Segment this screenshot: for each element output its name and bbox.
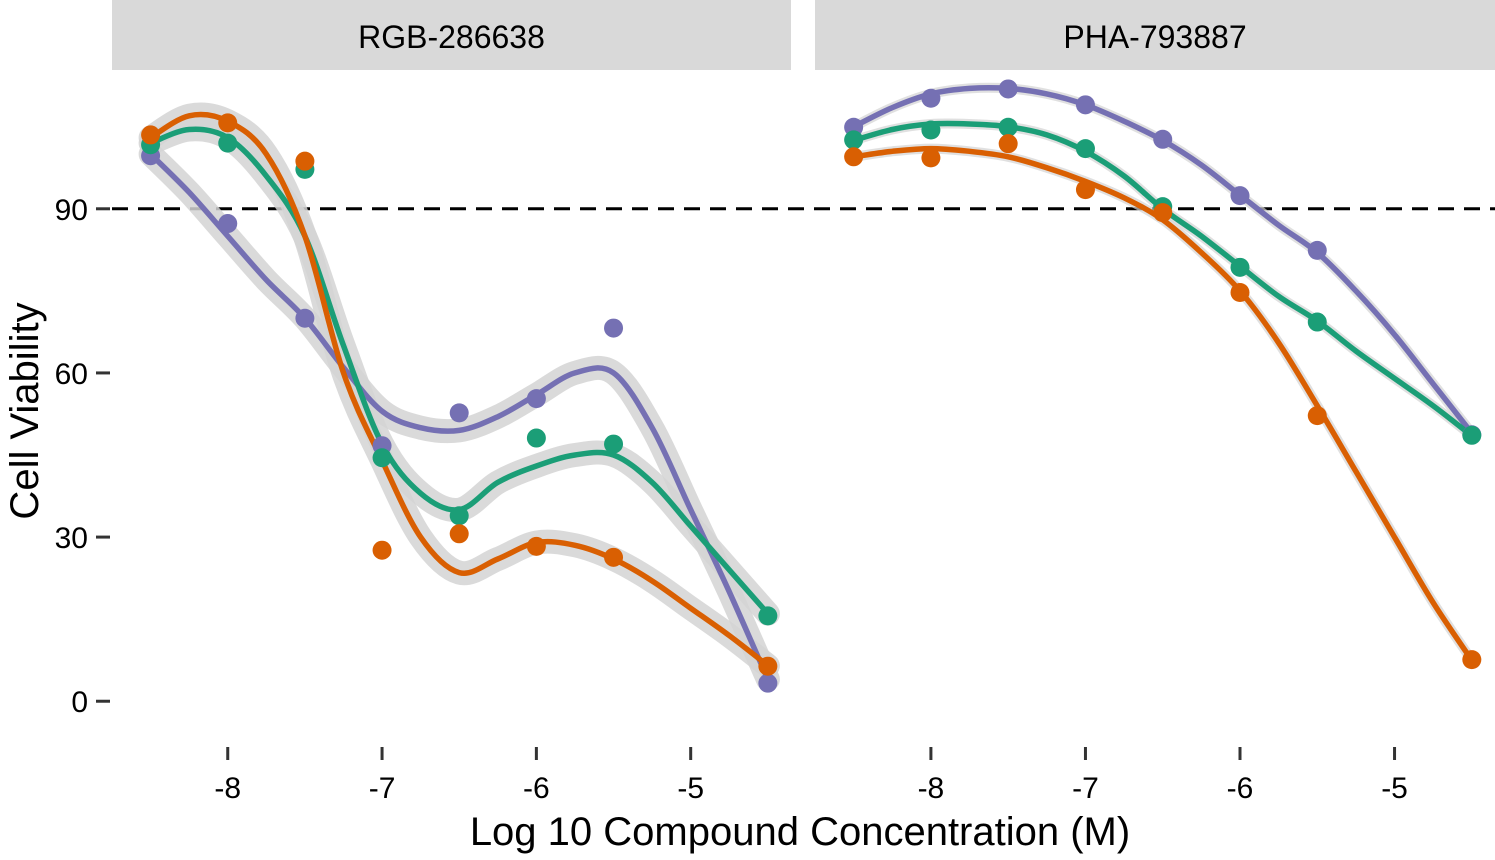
- x-tick-label: -6: [523, 772, 550, 805]
- fitted-curve: [850, 120, 1475, 439]
- y-axis-title: Cell Viability: [3, 302, 47, 519]
- data-point: [758, 656, 778, 676]
- data-point: [526, 536, 546, 556]
- data-point: [1307, 240, 1327, 260]
- facet-strip-1: [112, 0, 791, 70]
- fitted-curve: [147, 151, 771, 683]
- y-tick-label: 60: [55, 358, 88, 391]
- x-tick-label: -5: [1381, 772, 1408, 805]
- data-point: [1075, 180, 1095, 200]
- facet-strips: RGB-286638 PHA-793887: [112, 0, 1495, 70]
- data-point: [526, 428, 546, 448]
- data-point: [295, 151, 315, 171]
- x-tick-label: -6: [1227, 772, 1254, 805]
- data-point: [844, 130, 864, 150]
- data-point: [449, 506, 469, 526]
- fitted-curves: [147, 84, 1475, 683]
- data-point: [1153, 129, 1173, 149]
- data-point: [1075, 139, 1095, 159]
- data-point: [141, 125, 161, 145]
- data-point: [218, 133, 238, 153]
- data-point: [1462, 425, 1482, 445]
- data-point: [921, 88, 941, 108]
- data-point: [449, 403, 469, 423]
- data-point: [1075, 95, 1095, 115]
- confidence-ribbon: [138, 102, 780, 678]
- data-point: [1230, 283, 1250, 303]
- data-point: [921, 120, 941, 140]
- confidence-ribbon: [848, 118, 1477, 441]
- fitted-curve: [147, 111, 771, 669]
- data-point: [1153, 203, 1173, 223]
- data-point: [998, 134, 1018, 154]
- data-point: [372, 540, 392, 560]
- facet-title-2: PHA-793887: [1063, 19, 1246, 55]
- fitted-curve: [147, 126, 771, 617]
- data-point: [604, 434, 624, 454]
- x-tick-label: -7: [1072, 772, 1099, 805]
- data-point: [449, 524, 469, 544]
- facet-strip-2: [815, 0, 1495, 70]
- x-tick-label: -8: [214, 772, 241, 805]
- data-point: [295, 308, 315, 328]
- facet-title-1: RGB-286638: [358, 19, 545, 55]
- data-point: [372, 448, 392, 468]
- data-point: [844, 147, 864, 167]
- x-tick-label: -8: [918, 772, 945, 805]
- data-point: [604, 318, 624, 338]
- data-point: [998, 117, 1018, 137]
- x-axis-title: Log 10 Compound Concentration (M): [470, 810, 1130, 854]
- data-point: [218, 113, 238, 133]
- y-tick-label: 0: [71, 686, 88, 719]
- x-tick-label: -7: [369, 772, 396, 805]
- data-point: [758, 606, 778, 626]
- data-point: [604, 547, 624, 567]
- y-tick-label: 90: [55, 194, 88, 227]
- y-tick-label: 30: [55, 522, 88, 555]
- data-point: [1307, 312, 1327, 332]
- data-point: [526, 389, 546, 409]
- x-tick-label: -5: [677, 772, 704, 805]
- data-point: [921, 148, 941, 168]
- data-point: [218, 214, 238, 234]
- confidence-ribbon: [848, 143, 1477, 666]
- data-point: [1307, 406, 1327, 426]
- axes: 0 30 60 90 -8 -7 -6 -5 -8 -7 -6 -5: [55, 194, 1408, 805]
- data-point: [1462, 650, 1482, 670]
- data-points: [141, 79, 1482, 693]
- data-point: [1230, 257, 1250, 277]
- data-point: [998, 79, 1018, 99]
- data-point: [758, 673, 778, 693]
- fitted-curve: [850, 145, 1475, 663]
- data-point: [1230, 186, 1250, 206]
